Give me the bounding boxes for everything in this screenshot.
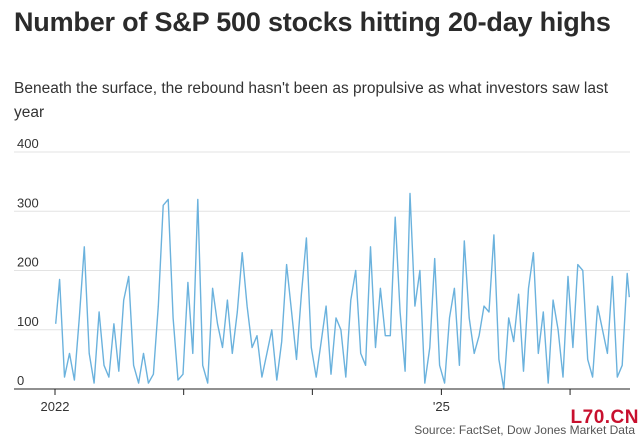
y-tick-label: 400 — [17, 136, 39, 151]
gridlines — [14, 151, 630, 331]
y-tick-label: 0 — [17, 373, 24, 388]
chart-title: Number of S&P 500 stocks hitting 20-day … — [14, 7, 611, 37]
y-tick-label: 100 — [17, 314, 39, 329]
y-axis-ticks: 400 300 200 100 0 — [17, 136, 39, 388]
source-note: Source: FactSet, Dow Jones Market Data — [414, 423, 635, 437]
x-tick-label: '25 — [433, 399, 450, 414]
y-tick-label: 300 — [17, 195, 39, 210]
watermark: L70.CN — [570, 407, 639, 428]
line-chart: 400 300 200 100 0 2022 '25 — [14, 136, 630, 414]
series-line — [55, 192, 630, 390]
chart-subtitle: Beneath the surface, the rebound hasn't … — [14, 80, 609, 121]
y-tick-label: 200 — [17, 255, 39, 270]
x-axis-ticks: 2022 '25 — [41, 389, 571, 414]
x-tick-label: 2022 — [41, 399, 70, 414]
